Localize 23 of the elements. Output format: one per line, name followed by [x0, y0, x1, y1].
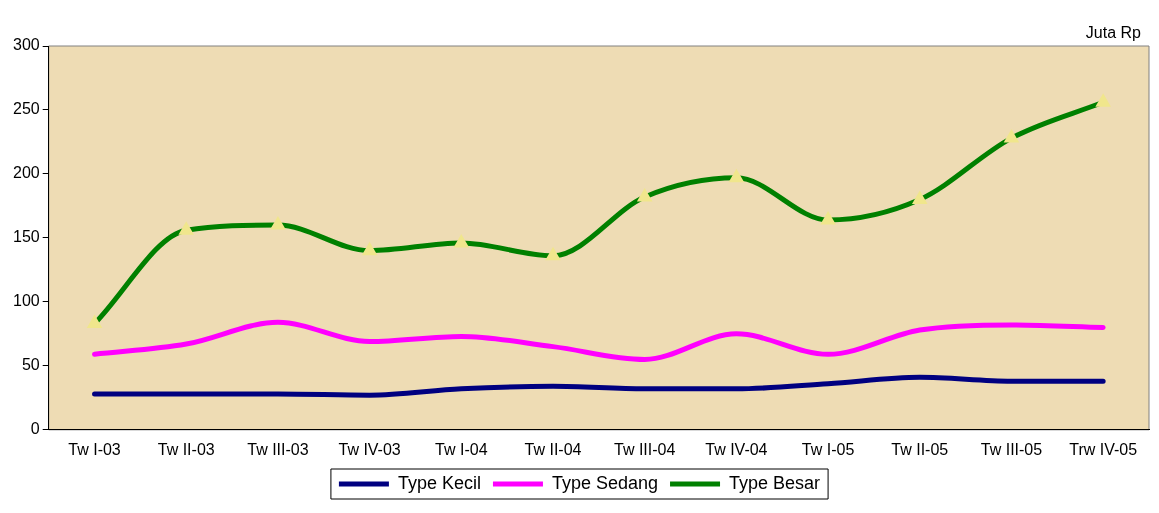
- x-tick-label: Tw II-05: [891, 440, 949, 458]
- legend-label: Type Sedang: [551, 472, 659, 493]
- legend-label: Type Kecil: [397, 472, 481, 493]
- y-tick-label: 150: [12, 228, 40, 246]
- y-tick-label: 200: [12, 164, 40, 182]
- y-tick-label: 0: [30, 420, 40, 438]
- legend-label: Type Besar: [729, 472, 821, 493]
- x-tick-label: Tw IV-03: [338, 440, 401, 458]
- x-tick-label: Tw I-03: [68, 440, 121, 458]
- x-tick-label: Tw III-04: [614, 440, 676, 458]
- x-tick-label: Tw IV-04: [705, 440, 768, 458]
- y-tick-label: 250: [12, 100, 40, 118]
- x-tick-label: Tw II-04: [524, 440, 582, 458]
- x-tick-label: Tw I-05: [801, 440, 855, 458]
- x-tick-label: Trw IV-05: [1069, 440, 1138, 458]
- y-tick-label: 100: [12, 292, 40, 310]
- y-axis-title: Juta Rp: [1085, 24, 1142, 42]
- x-tick-label: Tw II-03: [157, 440, 215, 458]
- x-tick-label: Tw I-04: [435, 440, 488, 458]
- y-tick-label: 300: [12, 36, 40, 54]
- x-tick-label: Tw III-03: [247, 440, 309, 458]
- x-tick-label: Tw III-05: [980, 440, 1043, 458]
- y-tick-label: 50: [21, 356, 40, 374]
